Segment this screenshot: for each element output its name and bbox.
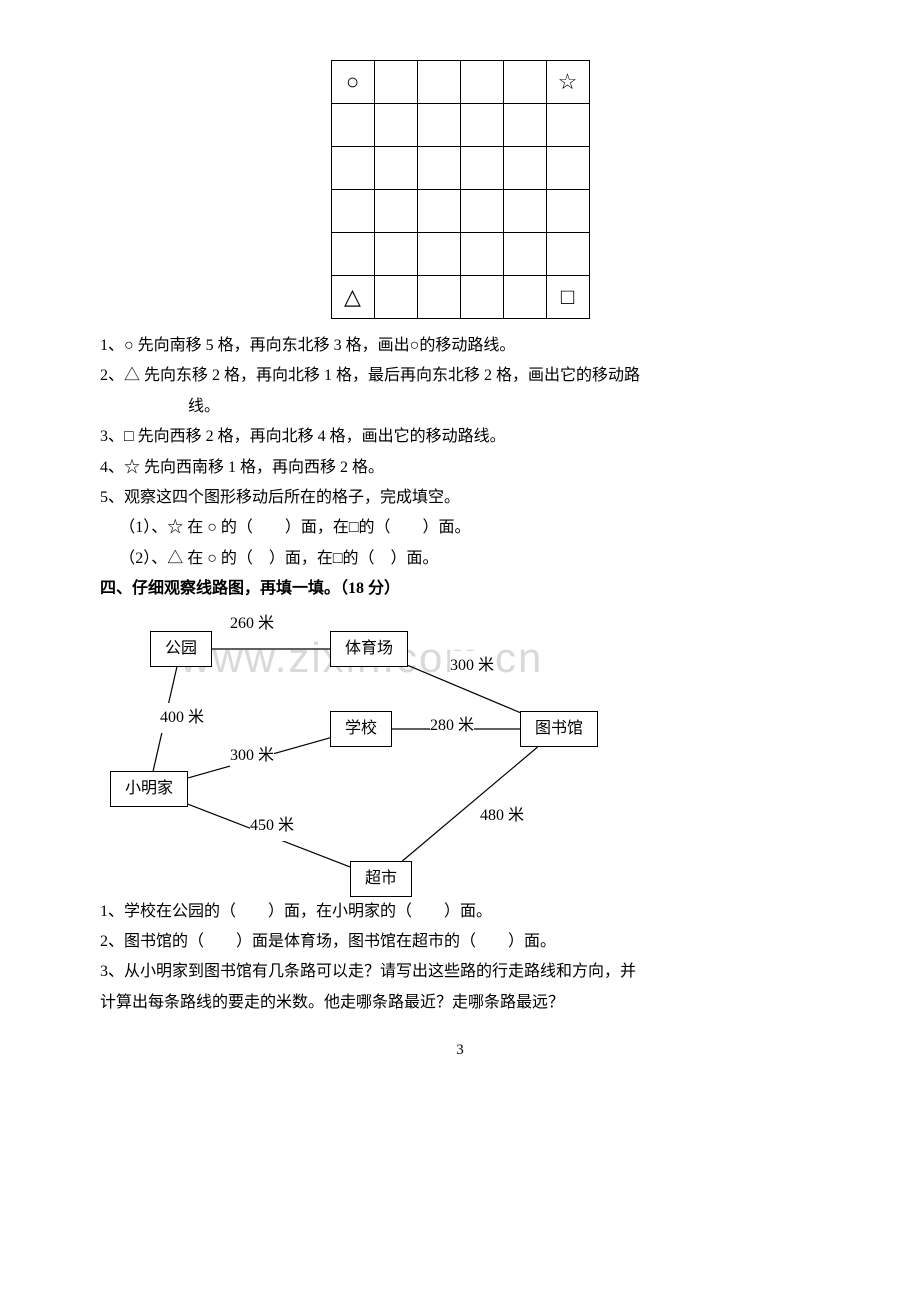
grid-cell xyxy=(503,104,546,147)
q4: 4、☆ 先向西南移 1 格，再向西移 2 格。 xyxy=(100,453,820,483)
grid-cell xyxy=(503,276,546,319)
grid-cell xyxy=(460,61,503,104)
q2-a: 2、△ 先向东移 2 格，再向北移 1 格，最后再向东北移 2 格，画出它的移动… xyxy=(100,361,820,391)
grid-cell xyxy=(460,276,503,319)
section-4-title: 四、仔细观察线路图，再填一填。（18 分） xyxy=(100,574,820,604)
grid-cell xyxy=(374,147,417,190)
grid-cell xyxy=(503,61,546,104)
route-diagram: 公园体育场学校图书馆小明家超市260 米300 米280 米400 米300 米… xyxy=(100,611,820,891)
grid-cell xyxy=(460,104,503,147)
q1: 1、○ 先向南移 5 格，再向东北移 3 格，画出○的移动路线。 xyxy=(100,331,820,361)
diagram-q3a: 3、从小明家到图书馆有几条路可以走？请写出这些路的行走路线和方向，并 xyxy=(100,957,820,987)
grid-cell xyxy=(503,233,546,276)
edge-distance: 300 米 xyxy=(230,741,274,771)
grid-cell xyxy=(417,147,460,190)
edge-distance: 450 米 xyxy=(250,811,294,841)
edge-distance: 280 米 xyxy=(430,711,474,741)
diagram-node-library: 图书馆 xyxy=(520,711,598,747)
grid-cell xyxy=(417,61,460,104)
grid-cell xyxy=(460,190,503,233)
diagram-node-gym: 体育场 xyxy=(330,631,408,667)
grid-cell xyxy=(546,233,589,276)
diagram-q1: 1、学校在公园的（ ）面，在小明家的（ ）面。 xyxy=(100,897,820,927)
grid-cell xyxy=(417,233,460,276)
grid-cell xyxy=(374,61,417,104)
grid-cell xyxy=(460,233,503,276)
q2-b: 线。 xyxy=(100,392,820,422)
diagram-node-market: 超市 xyxy=(350,861,412,897)
grid-cell: □ xyxy=(546,276,589,319)
grid-cell xyxy=(460,147,503,190)
q5-1: （1）、☆ 在 ○ 的（ ）面，在□的（ ）面。 xyxy=(100,513,820,543)
diagram-q2: 2、图书馆的（ ）面是体育场，图书馆在超市的（ ）面。 xyxy=(100,927,820,957)
edge-distance: 300 米 xyxy=(450,651,494,681)
edge-distance: 260 米 xyxy=(230,609,274,639)
grid-cell xyxy=(331,233,374,276)
grid-figure: ○ ☆ △ □ xyxy=(100,60,820,319)
grid-cell xyxy=(546,104,589,147)
grid-cell xyxy=(374,190,417,233)
edge-distance: 400 米 xyxy=(160,703,204,733)
q5: 5、观察这四个图形移动后所在的格子，完成填空。 xyxy=(100,483,820,513)
grid-cell: ☆ xyxy=(546,61,589,104)
diagram-q3b: 计算出每条路线的要走的米数。他走哪条路最近？走哪条路最远？ xyxy=(100,988,820,1018)
grid-cell xyxy=(417,276,460,319)
grid-cell: △ xyxy=(331,276,374,319)
q5-2: （2）、△ 在 ○ 的（ ）面，在□的（ ）面。 xyxy=(100,544,820,574)
grid-cell xyxy=(331,147,374,190)
grid-cell xyxy=(374,233,417,276)
grid-cell xyxy=(331,190,374,233)
grid-cell xyxy=(546,147,589,190)
grid-cell xyxy=(374,104,417,147)
grid-cell xyxy=(546,190,589,233)
grid-cell xyxy=(417,190,460,233)
edge-distance: 480 米 xyxy=(480,801,524,831)
grid-cell xyxy=(417,104,460,147)
diagram-node-school: 学校 xyxy=(330,711,392,747)
grid-cell: ○ xyxy=(331,61,374,104)
grid-cell xyxy=(503,190,546,233)
page-number: 3 xyxy=(100,1036,820,1065)
grid-cell xyxy=(374,276,417,319)
grid-cell xyxy=(331,104,374,147)
grid-cell xyxy=(503,147,546,190)
diagram-node-park: 公园 xyxy=(150,631,212,667)
q3: 3、□ 先向西移 2 格，再向北移 4 格，画出它的移动路线。 xyxy=(100,422,820,452)
diagram-node-home: 小明家 xyxy=(110,771,188,807)
